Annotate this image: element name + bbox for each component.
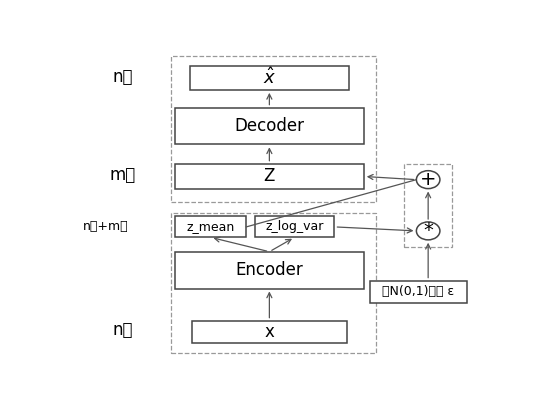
Text: Z: Z — [264, 168, 275, 186]
Text: Decoder: Decoder — [234, 117, 305, 135]
FancyBboxPatch shape — [370, 280, 467, 303]
Text: z_mean: z_mean — [186, 220, 235, 233]
FancyBboxPatch shape — [175, 108, 364, 144]
Circle shape — [416, 171, 440, 188]
Text: z_log_var: z_log_var — [266, 220, 324, 233]
FancyBboxPatch shape — [175, 252, 364, 289]
Text: x: x — [264, 323, 274, 341]
FancyBboxPatch shape — [190, 66, 349, 90]
Text: m维: m维 — [109, 166, 136, 184]
Circle shape — [416, 222, 440, 240]
Text: 从N(0,1)采样 ε: 从N(0,1)采样 ε — [383, 285, 455, 298]
Text: n维: n维 — [112, 68, 133, 86]
Text: Encoder: Encoder — [236, 261, 304, 279]
FancyBboxPatch shape — [175, 163, 364, 189]
Text: n维: n维 — [112, 321, 133, 339]
FancyBboxPatch shape — [175, 216, 246, 237]
Text: *: * — [423, 221, 433, 240]
Text: n维+m维: n维+m维 — [83, 220, 128, 233]
Text: $\hat{x}$: $\hat{x}$ — [263, 67, 276, 88]
Text: +: + — [420, 170, 436, 189]
FancyBboxPatch shape — [192, 321, 347, 343]
FancyBboxPatch shape — [255, 216, 334, 237]
